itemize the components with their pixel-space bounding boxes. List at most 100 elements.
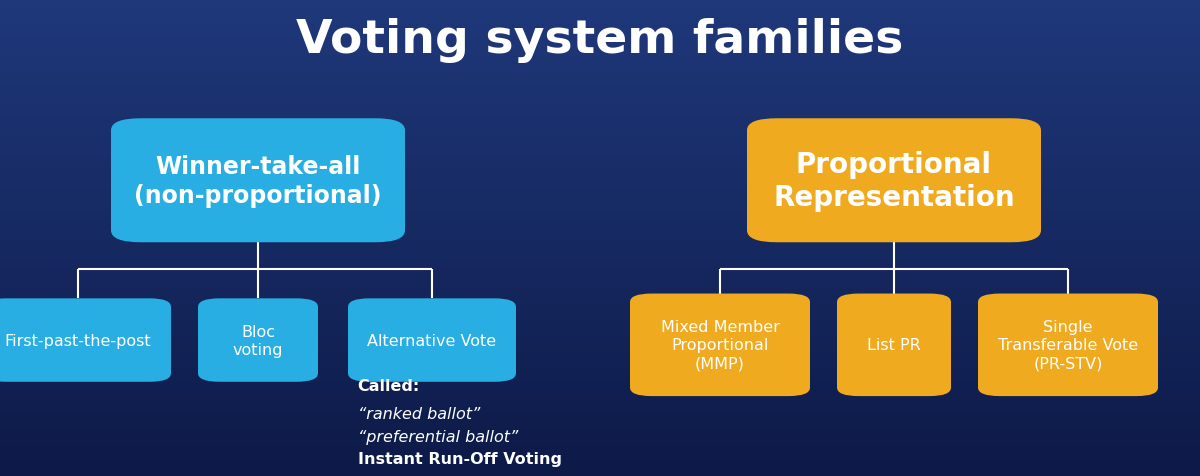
Bar <box>0 319 1200 321</box>
Bar <box>0 100 1200 102</box>
Bar <box>0 178 1200 181</box>
Bar <box>0 126 1200 129</box>
Bar <box>0 326 1200 328</box>
Bar <box>0 338 1200 340</box>
Bar <box>0 286 1200 288</box>
Bar <box>0 62 1200 64</box>
Bar <box>0 155 1200 157</box>
Bar <box>0 443 1200 445</box>
Bar <box>0 29 1200 31</box>
Bar <box>0 45 1200 48</box>
Bar <box>0 238 1200 240</box>
Bar <box>0 159 1200 162</box>
Bar <box>0 190 1200 193</box>
Bar <box>0 95 1200 98</box>
Bar <box>0 383 1200 386</box>
Bar <box>0 0 1200 2</box>
Bar <box>0 397 1200 400</box>
Bar <box>0 452 1200 455</box>
Bar <box>0 431 1200 433</box>
Bar <box>0 57 1200 60</box>
Text: Mixed Member
Proportional
(MMP): Mixed Member Proportional (MMP) <box>660 320 780 370</box>
Bar <box>0 117 1200 119</box>
Bar <box>0 471 1200 474</box>
Bar <box>0 43 1200 45</box>
Bar <box>0 124 1200 126</box>
Bar <box>0 302 1200 305</box>
Bar <box>0 462 1200 464</box>
Bar <box>0 12 1200 14</box>
Bar <box>0 402 1200 405</box>
Bar <box>0 350 1200 352</box>
Bar <box>0 5 1200 7</box>
Bar <box>0 369 1200 371</box>
Bar <box>0 121 1200 124</box>
Bar <box>0 433 1200 436</box>
Bar <box>0 407 1200 409</box>
FancyBboxPatch shape <box>630 294 810 396</box>
Bar <box>0 102 1200 105</box>
Bar <box>0 138 1200 140</box>
FancyBboxPatch shape <box>0 299 172 382</box>
Bar <box>0 412 1200 414</box>
Bar <box>0 376 1200 378</box>
Bar <box>0 174 1200 176</box>
Bar <box>0 314 1200 317</box>
Bar <box>0 300 1200 302</box>
Bar <box>0 252 1200 255</box>
Bar <box>0 374 1200 376</box>
Bar <box>0 81 1200 83</box>
Bar <box>0 186 1200 188</box>
Bar <box>0 455 1200 457</box>
Bar <box>0 343 1200 345</box>
Bar <box>0 466 1200 469</box>
FancyBboxPatch shape <box>348 299 516 382</box>
Bar <box>0 55 1200 57</box>
Bar <box>0 424 1200 426</box>
Bar <box>0 393 1200 395</box>
Text: First-past-the-post: First-past-the-post <box>5 333 151 348</box>
Bar <box>0 2 1200 5</box>
Bar <box>0 212 1200 214</box>
Bar <box>0 264 1200 267</box>
Bar <box>0 395 1200 397</box>
Bar <box>0 133 1200 136</box>
Bar <box>0 331 1200 333</box>
Bar <box>0 140 1200 143</box>
Bar <box>0 367 1200 369</box>
Bar <box>0 148 1200 150</box>
Bar <box>0 143 1200 145</box>
Bar <box>0 419 1200 421</box>
Bar <box>0 386 1200 388</box>
Bar <box>0 183 1200 186</box>
Bar <box>0 255 1200 257</box>
Bar <box>0 114 1200 117</box>
Bar <box>0 86 1200 88</box>
Bar <box>0 445 1200 447</box>
Bar <box>0 17 1200 19</box>
Bar <box>0 202 1200 205</box>
Bar <box>0 36 1200 38</box>
Bar <box>0 414 1200 416</box>
Bar <box>0 457 1200 459</box>
FancyBboxPatch shape <box>198 299 318 382</box>
Bar <box>0 105 1200 107</box>
Bar <box>0 333 1200 336</box>
Bar <box>0 352 1200 355</box>
Bar <box>0 224 1200 226</box>
Bar <box>0 321 1200 324</box>
Bar <box>0 336 1200 338</box>
Bar <box>0 219 1200 221</box>
Bar <box>0 67 1200 69</box>
Text: Proportional
Representation: Proportional Representation <box>773 150 1015 211</box>
Text: List PR: List PR <box>868 337 920 353</box>
Bar <box>0 145 1200 148</box>
Bar <box>0 267 1200 269</box>
Bar <box>0 69 1200 71</box>
Bar <box>0 112 1200 114</box>
Bar <box>0 447 1200 450</box>
Bar <box>0 409 1200 412</box>
Bar <box>0 450 1200 452</box>
Bar <box>0 355 1200 357</box>
Bar <box>0 274 1200 276</box>
